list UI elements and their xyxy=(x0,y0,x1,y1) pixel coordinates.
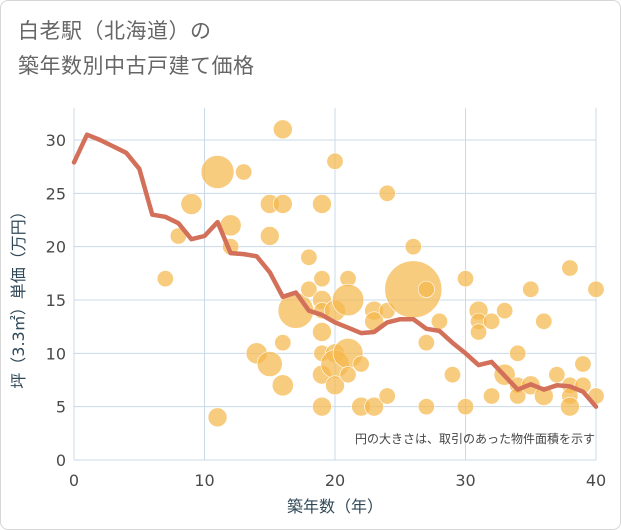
bubble-point xyxy=(404,238,422,256)
bubble-layer xyxy=(156,119,605,428)
bubble-point xyxy=(456,398,474,416)
bubble-point xyxy=(331,283,365,317)
bubble-point xyxy=(312,322,332,342)
bubble-point xyxy=(300,248,318,266)
bubble-point xyxy=(364,396,384,417)
chart-title-line1: 白老駅（北海道）の xyxy=(18,19,212,43)
trend-line xyxy=(71,132,599,409)
bubble-point xyxy=(156,270,174,288)
bubble-point xyxy=(326,152,344,170)
x-tick-label: 30 xyxy=(455,471,475,490)
bubble-point xyxy=(522,280,540,298)
bubble-point xyxy=(535,312,553,330)
bubble-point xyxy=(587,280,605,298)
bubble-point xyxy=(352,355,370,373)
bubble-point xyxy=(271,374,294,397)
bubble-point xyxy=(496,302,514,320)
bubble-point xyxy=(200,155,235,189)
bubble-point xyxy=(272,119,293,140)
bubble-point xyxy=(312,194,332,214)
bubble-point xyxy=(274,334,292,352)
x-tick-label: 20 xyxy=(325,471,345,490)
chart-title: 白老駅（北海道）の 築年数別中古戸建て価格 xyxy=(18,14,255,84)
y-tick-label: 15 xyxy=(46,291,66,310)
size-annotation: 円の大きさは、取引のあった物件面積を示す xyxy=(355,431,595,446)
bubble-point xyxy=(207,407,228,428)
y-axis-label: 坪（3.3㎡）単価（万円） xyxy=(9,203,28,388)
bubble-point xyxy=(443,366,461,384)
x-axis-label: 築年数（年） xyxy=(287,497,383,516)
y-tick-label: 25 xyxy=(46,184,66,203)
bubble-point xyxy=(259,226,280,246)
bubble-point xyxy=(312,396,332,417)
bubble-point xyxy=(300,280,318,298)
chart-title-line2: 築年数別中古戸建て価格 xyxy=(18,54,255,78)
bubble-point xyxy=(533,386,554,406)
bubble-point xyxy=(378,184,396,202)
bubble-point xyxy=(313,270,331,288)
bubble-point xyxy=(256,351,283,377)
x-tick-label: 0 xyxy=(69,471,79,490)
y-tick-label: 30 xyxy=(46,131,66,150)
bubble-point xyxy=(417,398,435,416)
bubble-point xyxy=(548,366,566,384)
tick-labels: 0 10 20 30 40 0 5 10 15 20 25 30 xyxy=(46,131,607,490)
y-tick-label: 10 xyxy=(46,344,66,363)
bubble-point xyxy=(470,323,488,341)
bubble-point xyxy=(574,355,592,373)
bubble-point xyxy=(483,312,501,330)
bubble-point xyxy=(561,259,579,277)
bubble-point xyxy=(483,387,501,405)
bubble-point xyxy=(378,387,396,405)
y-tick-label: 0 xyxy=(56,451,66,470)
bubble-point xyxy=(235,163,253,181)
bubble-point xyxy=(417,280,435,298)
bubble-point xyxy=(325,375,345,396)
bubble-point xyxy=(339,366,357,384)
y-tick-label: 20 xyxy=(46,238,66,257)
bubble-point xyxy=(180,193,203,215)
bubble-point xyxy=(430,312,448,330)
bubble-point xyxy=(456,270,474,288)
bubble-point xyxy=(272,194,293,214)
x-tick-label: 40 xyxy=(586,471,606,490)
x-tick-label: 10 xyxy=(194,471,214,490)
y-tick-label: 5 xyxy=(56,398,66,417)
bubble-point xyxy=(560,396,580,417)
bubble-point xyxy=(417,334,435,352)
bubble-point xyxy=(509,344,527,362)
